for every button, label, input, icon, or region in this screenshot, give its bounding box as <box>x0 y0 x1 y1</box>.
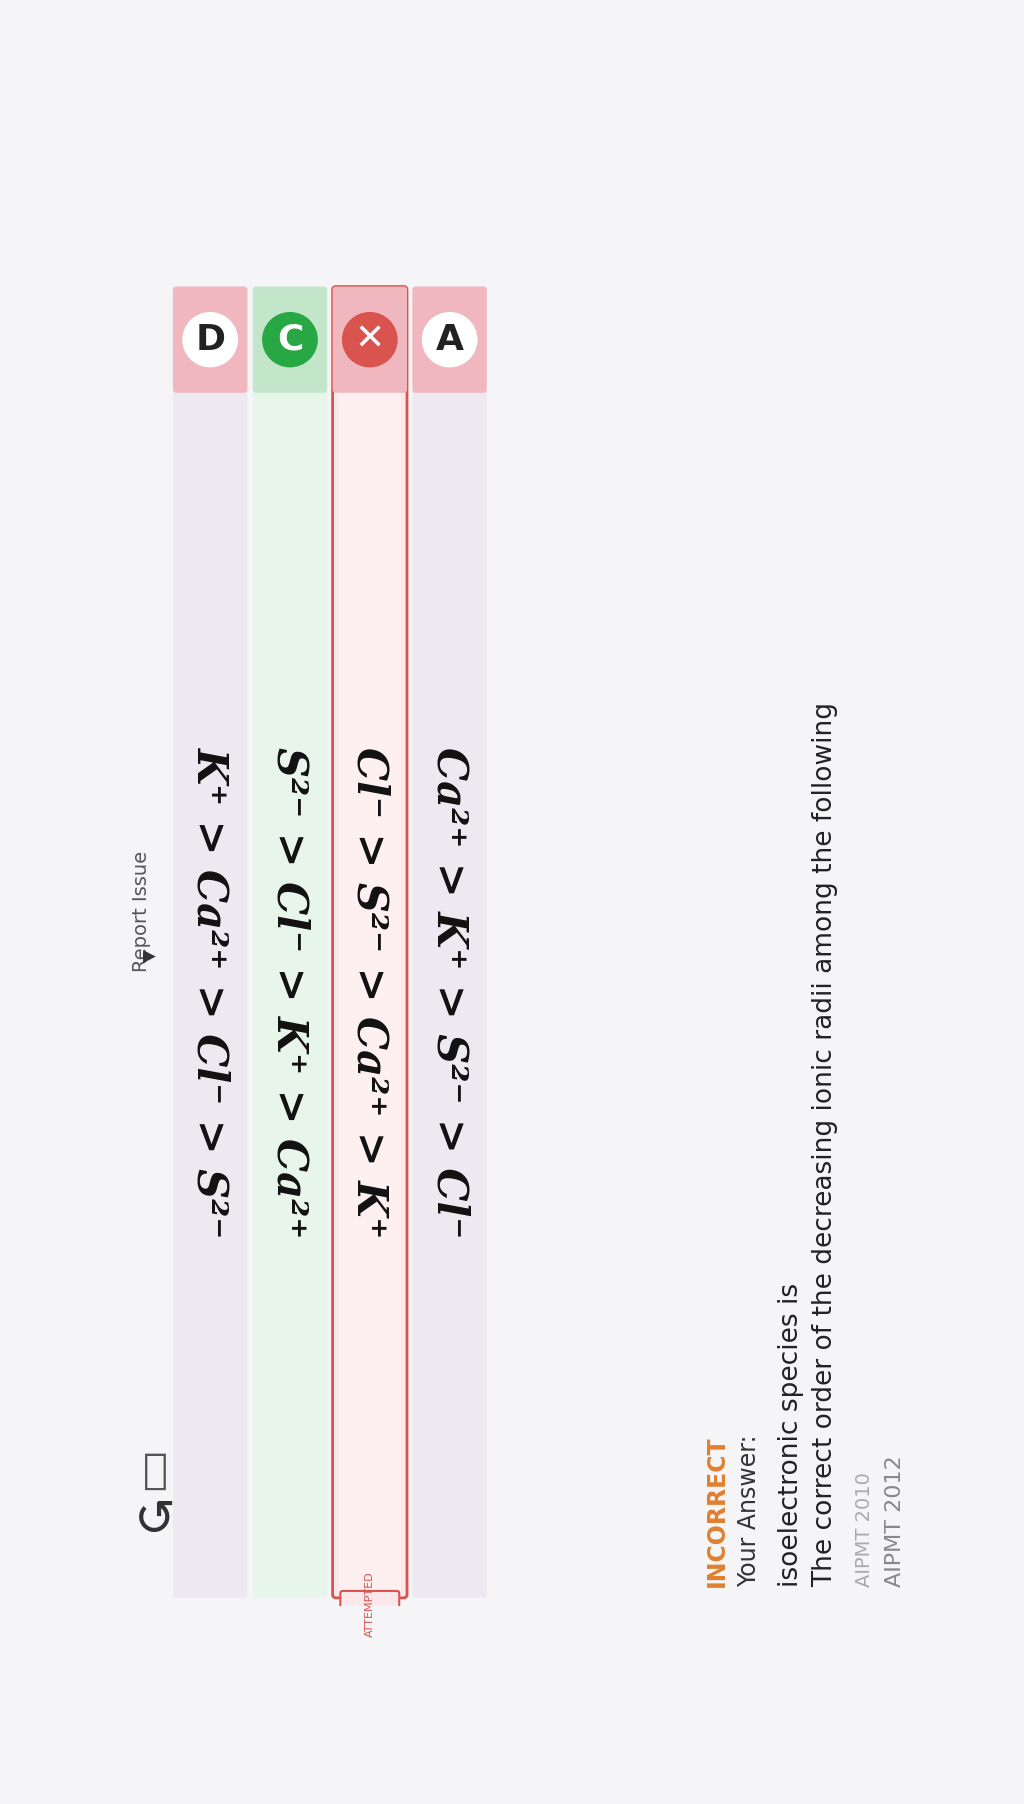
FancyBboxPatch shape <box>333 287 407 393</box>
Text: 👤: 👤 <box>142 1450 168 1492</box>
Bar <box>339 393 400 1591</box>
Text: C: C <box>276 323 303 357</box>
Text: Cl⁻ > S²⁻ > Ca²⁺ > K⁺: Cl⁻ > S²⁻ > Ca²⁺ > K⁺ <box>349 747 391 1238</box>
Bar <box>256 290 324 390</box>
Text: The correct order of the decreasing ionic radii among the following: The correct order of the decreasing ioni… <box>812 702 839 1588</box>
Circle shape <box>262 312 317 368</box>
Text: AIPMT 2010: AIPMT 2010 <box>855 1472 873 1588</box>
Text: ✕: ✕ <box>354 323 385 357</box>
Circle shape <box>342 312 397 368</box>
Text: K⁺ > Ca²⁺ > Cl⁻ > S²⁻: K⁺ > Ca²⁺ > Cl⁻ > S²⁻ <box>189 747 231 1238</box>
Bar <box>176 290 245 390</box>
Text: ↺: ↺ <box>134 1497 176 1544</box>
Text: Your Answer:: Your Answer: <box>737 1434 762 1588</box>
FancyBboxPatch shape <box>413 287 486 1598</box>
Text: ATTEMPTED: ATTEMPTED <box>365 1571 375 1636</box>
Text: isoelectronic species is: isoelectronic species is <box>777 1283 804 1588</box>
Text: D: D <box>196 323 225 357</box>
Text: Ca²⁺ > K⁺ > S²⁻ > Cl⁻: Ca²⁺ > K⁺ > S²⁻ > Cl⁻ <box>429 747 471 1238</box>
Text: AIPMT 2012: AIPMT 2012 <box>886 1456 905 1588</box>
Circle shape <box>182 312 238 368</box>
Circle shape <box>422 312 477 368</box>
Text: Report Issue: Report Issue <box>132 850 152 972</box>
FancyBboxPatch shape <box>333 287 407 1598</box>
Text: ▶: ▶ <box>143 949 156 967</box>
Text: A: A <box>435 323 464 357</box>
FancyBboxPatch shape <box>253 287 328 1598</box>
FancyBboxPatch shape <box>340 1591 399 1616</box>
Text: S²⁻ > Cl⁻ > K⁺ > Ca²⁺: S²⁻ > Cl⁻ > K⁺ > Ca²⁺ <box>269 747 311 1238</box>
FancyBboxPatch shape <box>253 287 328 393</box>
Bar <box>336 290 403 390</box>
FancyBboxPatch shape <box>173 287 248 1598</box>
FancyBboxPatch shape <box>173 287 248 393</box>
FancyBboxPatch shape <box>413 287 486 393</box>
Text: INCORRECT: INCORRECT <box>705 1436 729 1588</box>
Bar <box>416 290 483 390</box>
